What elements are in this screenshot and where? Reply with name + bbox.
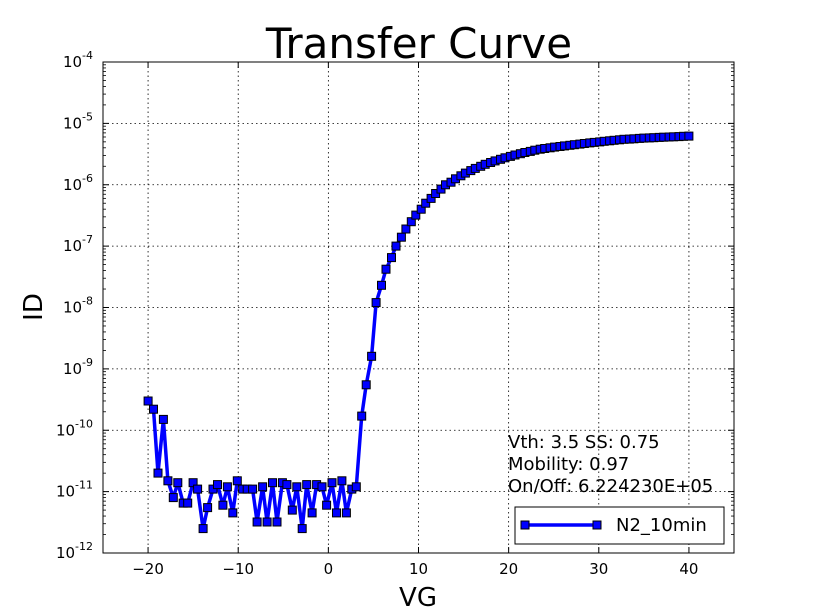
y-tick-label: 10-12 [56,540,93,562]
data-point-marker [381,264,391,274]
data-point-marker [262,517,272,527]
y-tick-label: 10-10 [56,417,93,439]
data-point-marker [168,493,178,503]
legend-marker-left [520,520,530,530]
data-point-marker [367,351,377,361]
data-point-marker [341,508,351,518]
x-axis-label: VG [399,583,437,613]
data-point-marker [357,411,367,421]
data-point-marker [222,482,232,492]
data-point-marker [193,484,203,494]
x-tick-label: −20 [132,560,164,578]
data-point-marker [361,380,371,390]
data-point-marker [371,298,381,308]
data-point-marker [183,498,193,508]
data-point-marker [282,480,292,490]
data-point-marker [153,468,163,478]
y-tick-label: 10-9 [63,356,93,378]
data-point-marker [228,508,238,518]
x-tick-labels: −20 −10 0 10 20 30 40 [132,560,698,578]
x-tick-label: 40 [679,560,698,578]
data-point-marker [322,500,332,510]
data-point-marker [337,476,347,486]
annotation-on-off: On/Off: 6.224230E+05 [508,476,713,497]
data-point-marker [396,232,406,242]
y-tick-label: 10-11 [56,479,93,501]
x-tick-label: 30 [589,560,608,578]
legend-box [514,506,725,545]
data-point-marker [248,484,258,494]
data-point-marker [198,524,208,534]
data-point-marker [213,480,222,490]
y-axis-label: ID [19,293,49,321]
series-layer [143,131,694,534]
data-point-marker [351,482,361,492]
axis-ticks [103,61,734,554]
data-point-marker [297,524,307,534]
data-point-marker [307,508,317,518]
data-point-marker [317,482,327,492]
x-tick-label: −10 [222,560,254,578]
data-point-marker [258,482,268,492]
legend-entry-label: N2_10min [616,515,707,536]
legend-marker-right [592,520,602,530]
data-point-marker [232,476,242,486]
data-point-marker [377,280,386,290]
y-tick-label: 10-4 [63,49,93,71]
y-tick-labels: 10-12 10-11 10-10 10-9 10-8 10-7 10-6 10-5 10-4 [56,49,93,562]
x-tick-label: 10 [409,560,428,578]
y-tick-label: 10-7 [63,233,93,255]
data-point-marker [268,478,277,488]
data-point-marker [302,480,312,490]
x-tick-label: 0 [324,560,334,578]
legend: N2_10min [514,506,725,545]
data-point-marker [218,500,228,510]
data-point-marker [401,224,411,234]
data-point-marker [149,404,158,414]
annotation-vth-ss: Vth: 3.5 SS: 0.75 [508,432,660,453]
data-point-marker [387,253,396,263]
data-point-marker [203,503,213,513]
data-point-marker [163,476,173,486]
annotation-mobility: Mobility: 0.97 [508,454,629,475]
data-point-marker [158,414,168,424]
annotation-block: Vth: 3.5 SS: 0.75 Mobility: 0.97 On/Off:… [508,432,713,497]
data-point-marker [332,508,341,518]
chart-title: Transfer Curve [265,19,572,68]
y-tick-label: 10-6 [63,172,93,194]
data-point-marker [327,478,337,488]
data-point-marker [173,478,183,488]
data-point-marker [143,396,153,406]
y-tick-label: 10-8 [63,295,93,317]
data-point-marker [292,482,302,492]
data-point-marker [411,210,421,220]
y-tick-label: 10-5 [63,110,93,132]
data-point-marker [287,505,297,515]
data-point-marker [391,241,401,251]
data-point-marker [684,131,694,141]
data-point-marker [272,517,282,527]
data-point-marker [252,517,262,527]
x-tick-label: 20 [499,560,518,578]
data-point-marker [421,198,431,208]
